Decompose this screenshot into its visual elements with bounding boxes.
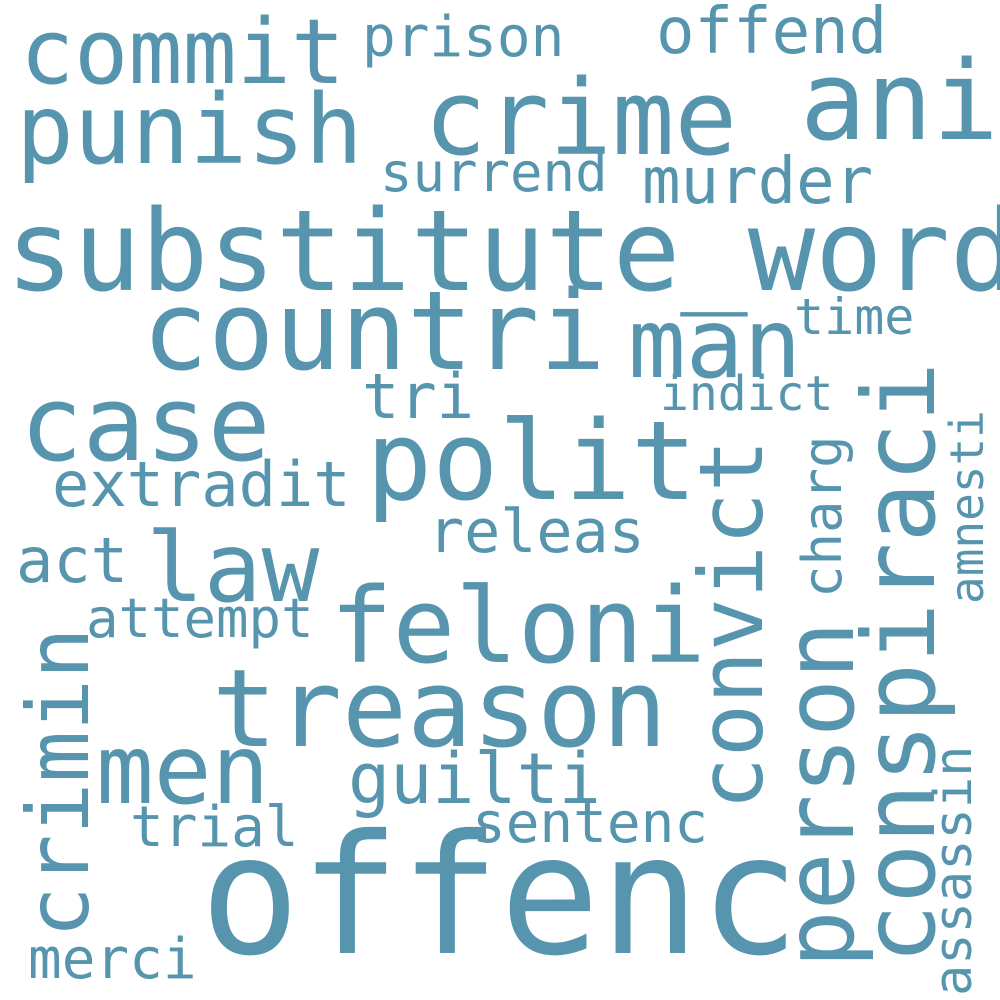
- word-guilti: guilti: [348, 738, 601, 820]
- word-amnesti: amnesti: [940, 410, 994, 604]
- word-act: act: [16, 524, 128, 597]
- word-prison: prison: [362, 5, 565, 70]
- word-offenc: offenc: [200, 800, 800, 993]
- word-sentenc: sentenc: [472, 791, 709, 856]
- word-offend: offend: [656, 0, 888, 69]
- word-substitute-word: substitute_word: [6, 187, 1000, 317]
- word-crimin: crimin: [9, 627, 109, 938]
- word-polit: polit: [366, 397, 698, 525]
- word-ani: ani: [800, 37, 999, 165]
- word-man: man: [628, 288, 802, 400]
- word-assassin: assassin: [924, 745, 984, 996]
- word-time: time: [794, 288, 915, 346]
- word-convict: convict: [680, 439, 783, 810]
- word-case: case: [20, 363, 271, 485]
- word-punish: punish: [16, 74, 363, 186]
- word-trial: trial: [130, 795, 299, 860]
- word-indict: indict: [660, 366, 834, 422]
- word-tri: tri: [362, 360, 474, 433]
- word-treason: treason: [212, 647, 668, 772]
- word-releas: releas: [428, 497, 645, 567]
- word-charg: charg: [791, 435, 854, 598]
- word-countri: countri: [142, 267, 606, 395]
- word-feloni: feloni: [330, 565, 706, 687]
- word-crime: crime: [424, 57, 738, 179]
- word-surrend: surrend: [380, 141, 608, 204]
- word-men: men: [96, 714, 270, 826]
- word-extradit: extradit: [52, 448, 351, 521]
- word-murder: murder: [642, 145, 874, 219]
- word-attempt: attempt: [86, 587, 314, 650]
- word-commit: commit: [20, 0, 346, 105]
- word-merci: merci: [28, 927, 197, 992]
- word-law: law: [146, 512, 320, 624]
